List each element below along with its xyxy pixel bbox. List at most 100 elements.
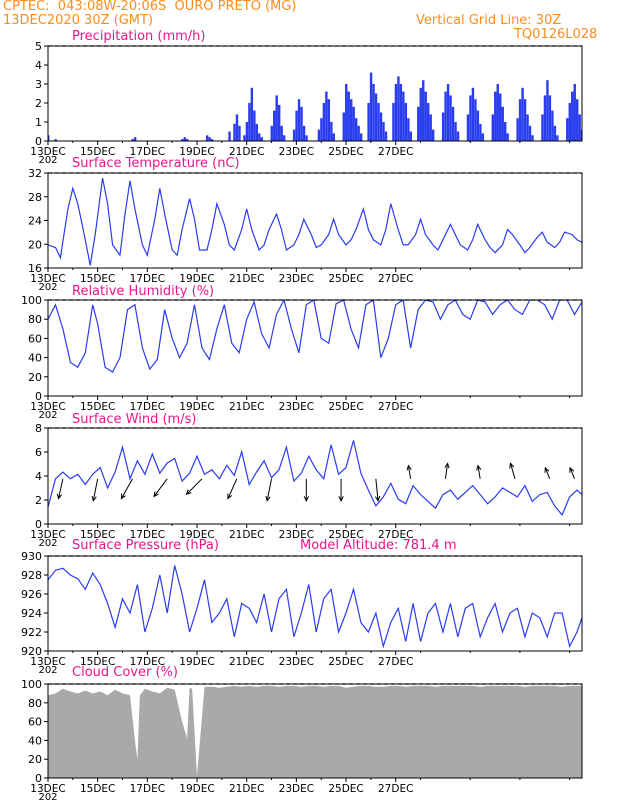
cloud-xtick-label: 13DEC [30, 783, 65, 795]
precip-bar [528, 125, 532, 141]
wind-xtick-label: 25DEC [328, 529, 363, 541]
precip-bar [347, 91, 350, 141]
precip-bar [320, 118, 323, 141]
precip-bar [297, 99, 301, 141]
precip-ytick-label: 4 [35, 59, 42, 72]
precip-bar [354, 118, 358, 141]
temp-title: Surface Temperature (nC) [72, 156, 240, 171]
precip-bar [392, 103, 395, 141]
cloud-ytick-label: 0 [35, 772, 42, 785]
cloud-xtick-label: 19DEC [179, 783, 214, 795]
precip-bar [427, 103, 430, 141]
wind-vector-head [569, 466, 575, 473]
precip-bar [516, 118, 519, 141]
precip-bar [379, 112, 383, 141]
precip-bar [523, 99, 527, 141]
wind-vector [153, 478, 168, 497]
precip-bar [255, 123, 259, 141]
wind-xtick-label: 23DEC [279, 529, 314, 541]
precip-bar [233, 123, 236, 141]
pressure-xtick-label: 25DEC [328, 656, 363, 668]
wind-vector-head [444, 462, 450, 469]
precip-bar [332, 133, 336, 141]
wind-vector [407, 465, 412, 479]
precip-bar [345, 84, 348, 141]
precip-ytick-label: 1 [35, 116, 42, 129]
wind-vector-head [153, 491, 159, 498]
rh-xtick-label: 13DEC [30, 401, 65, 413]
rh-line [48, 300, 582, 373]
precip-bar [543, 95, 547, 141]
temp-frame [47, 172, 583, 269]
precip-bar [481, 133, 485, 141]
wind-vector [121, 478, 133, 499]
precip-bar [397, 76, 400, 141]
cloud-ytick-label: 60 [28, 716, 42, 729]
temp-xtick-label: 27DEC [378, 273, 413, 285]
precip-bar [441, 112, 445, 141]
wind-vector [375, 478, 379, 501]
wind-vector-head [406, 464, 412, 471]
rh-title: Relative Humidity (%) [72, 284, 215, 299]
pressure-ytick-label: 922 [21, 626, 42, 639]
precip-bar [501, 106, 504, 141]
temp-line [48, 177, 582, 266]
precip-bar [183, 137, 187, 141]
precip-bar [243, 135, 246, 141]
wind-vector [266, 478, 273, 501]
temp-ytick-label: 16 [28, 262, 42, 275]
precip-bar [394, 84, 398, 141]
wind-xtick-label: 27DEC [378, 529, 413, 541]
precip-bar [553, 125, 557, 141]
precip-bar [305, 135, 308, 141]
cloud-xtick-label: 15DEC [80, 783, 115, 795]
rh-xtick-label: 21DEC [229, 401, 264, 413]
precip-bar [238, 125, 241, 141]
precip-bar [228, 131, 231, 141]
pressure-ytick-label: 930 [21, 550, 42, 563]
precip-bar [295, 110, 298, 141]
pressure-ytick-label: 920 [21, 645, 42, 658]
cloud-title: Cloud Cover (%) [72, 665, 178, 680]
wind-line [48, 440, 582, 517]
precip-bar [248, 103, 251, 141]
precip-bar [531, 135, 534, 141]
precip-bar [571, 91, 574, 141]
precip-bar [494, 91, 497, 141]
precip-bar [374, 93, 378, 141]
precip-bar [474, 99, 477, 141]
precip-year-label: 202 [38, 155, 57, 166]
precip-bar [449, 95, 452, 141]
precip-bar [369, 72, 373, 141]
precip-xtick-label: 15DEC [80, 146, 115, 158]
precip-bar [280, 125, 283, 141]
precip-bar [208, 137, 211, 141]
temp-xtick-label: 17DEC [130, 273, 165, 285]
rh-xtick-label: 25DEC [328, 401, 363, 413]
precip-bar [367, 103, 370, 141]
rh-xtick-label: 17DEC [130, 401, 165, 413]
cloud-ytick-label: 20 [28, 753, 42, 766]
precip-bar [551, 110, 554, 141]
precip-bar [431, 129, 435, 141]
wind-vector-head [56, 493, 62, 500]
precip-xtick-label: 17DEC [130, 146, 165, 158]
precip-bar [466, 114, 470, 141]
precip-bar [186, 139, 189, 141]
cloud-area [48, 685, 582, 778]
precip-bar [282, 135, 286, 141]
precip-bar [277, 104, 281, 141]
cloud-xtick-label: 27DEC [378, 783, 413, 795]
pressure-title: Surface Pressure (hPa) [72, 538, 219, 553]
wind-xtick-label: 17DEC [130, 529, 165, 541]
precip-bar [456, 131, 460, 141]
precip-bar [496, 84, 499, 141]
cloud-ytick-label: 40 [28, 734, 42, 747]
cloud-year-label: 202 [38, 792, 57, 800]
wind-vector-head [265, 495, 271, 502]
pressure-year-label: 202 [38, 665, 57, 676]
precip-bar [526, 114, 529, 141]
header-station: CPTEC: 043:08W-20:06S OURO PRETO (MG) [3, 0, 297, 14]
rh-xtick-label: 23DEC [279, 401, 314, 413]
precip-bar [317, 129, 321, 141]
